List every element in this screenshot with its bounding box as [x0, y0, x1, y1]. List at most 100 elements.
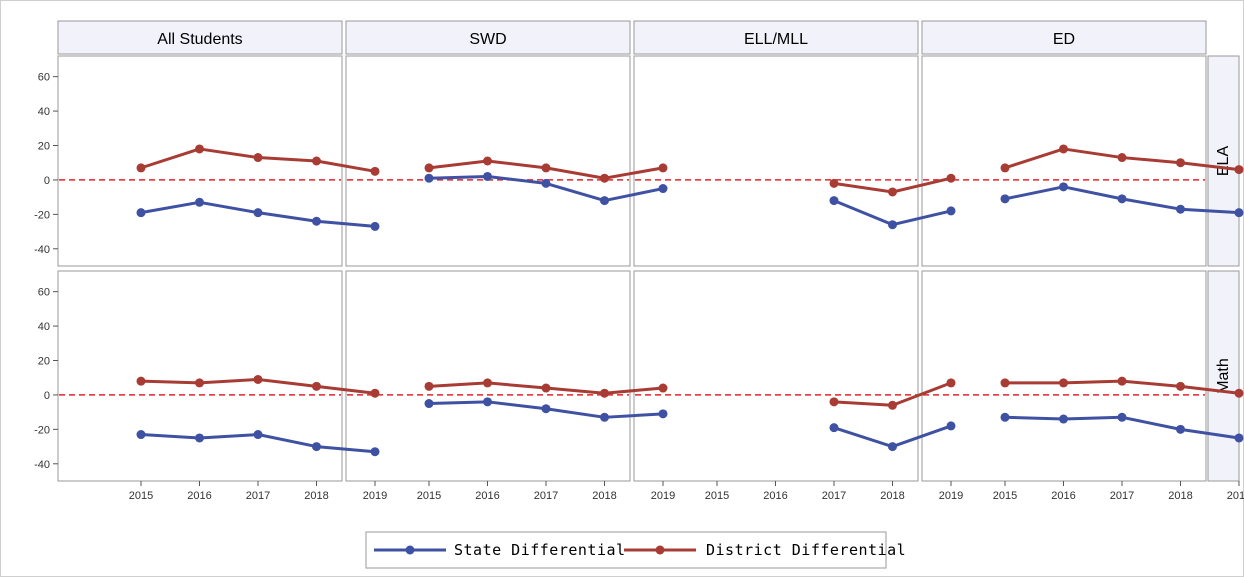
data-point-state-differential [829, 423, 839, 433]
y-tick-label: 20 [38, 356, 50, 368]
panel-frame [921, 270, 1207, 482]
data-point-district-differential [1234, 165, 1244, 175]
data-point-state-differential [1000, 194, 1010, 204]
data-point-district-differential [658, 383, 668, 393]
x-tick-label: 2016 [1051, 490, 1075, 502]
data-point-state-differential [1176, 204, 1185, 214]
data-point-district-differential [541, 383, 551, 393]
data-point-state-differential [829, 196, 839, 206]
data-point-state-differential [541, 178, 551, 188]
legend-swatch-marker [655, 545, 665, 555]
data-point-state-differential [312, 216, 321, 226]
data-point-district-differential [136, 163, 146, 173]
data-point-state-differential [946, 421, 956, 431]
data-point-state-differential [312, 442, 321, 452]
x-tick-label: 2018 [592, 490, 616, 502]
data-point-state-differential [658, 409, 668, 419]
column-header-ed: ED [1053, 31, 1075, 48]
data-point-district-differential [829, 397, 839, 407]
data-point-district-differential [1176, 381, 1185, 391]
x-tick-label: 2015 [417, 490, 441, 502]
x-tick-label: 2015 [129, 490, 153, 502]
legend-swatch-marker [405, 545, 415, 555]
data-point-district-differential [312, 156, 321, 166]
x-tick-label: 2016 [187, 490, 211, 502]
data-point-district-differential [600, 388, 609, 398]
panel-frame [633, 55, 919, 267]
data-point-state-differential [370, 447, 380, 457]
data-point-state-differential [370, 221, 380, 231]
data-point-district-differential [1176, 158, 1185, 168]
data-point-state-differential [195, 197, 204, 207]
data-point-district-differential [888, 400, 897, 410]
data-point-state-differential [1059, 182, 1068, 192]
data-point-district-differential [1059, 378, 1068, 388]
y-tick-label: -40 [34, 459, 50, 471]
x-tick-label: 2016 [475, 490, 499, 502]
data-point-state-differential [1000, 412, 1010, 422]
data-point-district-differential [312, 381, 321, 391]
y-tick-label: 60 [38, 287, 50, 299]
data-point-district-differential [658, 163, 668, 173]
x-tick-label: 2017 [1110, 490, 1134, 502]
row-header-math: Math [1215, 358, 1232, 394]
x-tick-label: 2017 [534, 490, 558, 502]
data-point-district-differential [370, 388, 380, 398]
data-point-state-differential [541, 404, 551, 414]
data-point-state-differential [1234, 208, 1244, 218]
y-tick-label: 40 [38, 321, 50, 333]
data-point-state-differential [1059, 414, 1068, 424]
column-header-box [345, 20, 631, 55]
data-point-state-differential [658, 184, 668, 194]
data-point-district-differential [370, 166, 380, 176]
data-point-state-differential [888, 220, 897, 230]
row-header-ela: ELA [1215, 146, 1232, 177]
data-point-district-differential [424, 381, 434, 391]
column-header-swd: SWD [469, 31, 506, 48]
data-point-district-differential [1000, 163, 1010, 173]
data-point-district-differential [483, 378, 492, 388]
legend-label-district-differential: District Differential [706, 541, 906, 559]
data-point-state-differential [1234, 433, 1244, 443]
y-tick-label: 0 [44, 175, 50, 187]
x-tick-label: 2019 [1227, 490, 1244, 502]
data-point-district-differential [424, 163, 434, 173]
data-point-district-differential [483, 156, 492, 166]
data-point-state-differential [136, 208, 146, 218]
data-point-state-differential [483, 397, 492, 407]
data-point-district-differential [1117, 376, 1127, 386]
data-point-state-differential [600, 412, 609, 422]
data-point-district-differential [946, 378, 956, 388]
y-tick-label: 20 [38, 141, 50, 153]
x-tick-label: 2019 [939, 490, 963, 502]
data-point-state-differential [600, 196, 609, 206]
data-point-district-differential [136, 376, 146, 386]
y-tick-label: 60 [38, 72, 50, 84]
data-point-district-differential [1059, 144, 1068, 154]
column-header-box [921, 20, 1207, 55]
data-point-state-differential [888, 442, 897, 452]
data-point-district-differential [946, 173, 956, 183]
y-tick-label: -20 [34, 209, 50, 221]
row-header-box [1207, 55, 1240, 267]
x-tick-label: 2019 [651, 490, 675, 502]
data-point-district-differential [195, 378, 204, 388]
data-point-district-differential [600, 173, 609, 183]
data-point-district-differential [829, 178, 839, 188]
x-tick-label: 2016 [763, 490, 787, 502]
data-point-district-differential [888, 187, 897, 197]
y-tick-label: -20 [34, 424, 50, 436]
y-tick-label: 0 [44, 390, 50, 402]
data-point-state-differential [1117, 412, 1127, 422]
x-tick-label: 2019 [363, 490, 387, 502]
data-point-state-differential [946, 206, 956, 216]
y-tick-label: -40 [34, 244, 50, 256]
x-tick-label: 2018 [304, 490, 328, 502]
data-point-state-differential [483, 171, 492, 181]
data-point-district-differential [195, 144, 204, 154]
panel-frame [345, 270, 631, 482]
x-tick-label: 2018 [1168, 490, 1192, 502]
x-tick-label: 2015 [705, 490, 729, 502]
panels-layer: All Students SWD ELL/MLL ED ELA Math 60 40 20 0 -2… [34, 20, 1244, 502]
